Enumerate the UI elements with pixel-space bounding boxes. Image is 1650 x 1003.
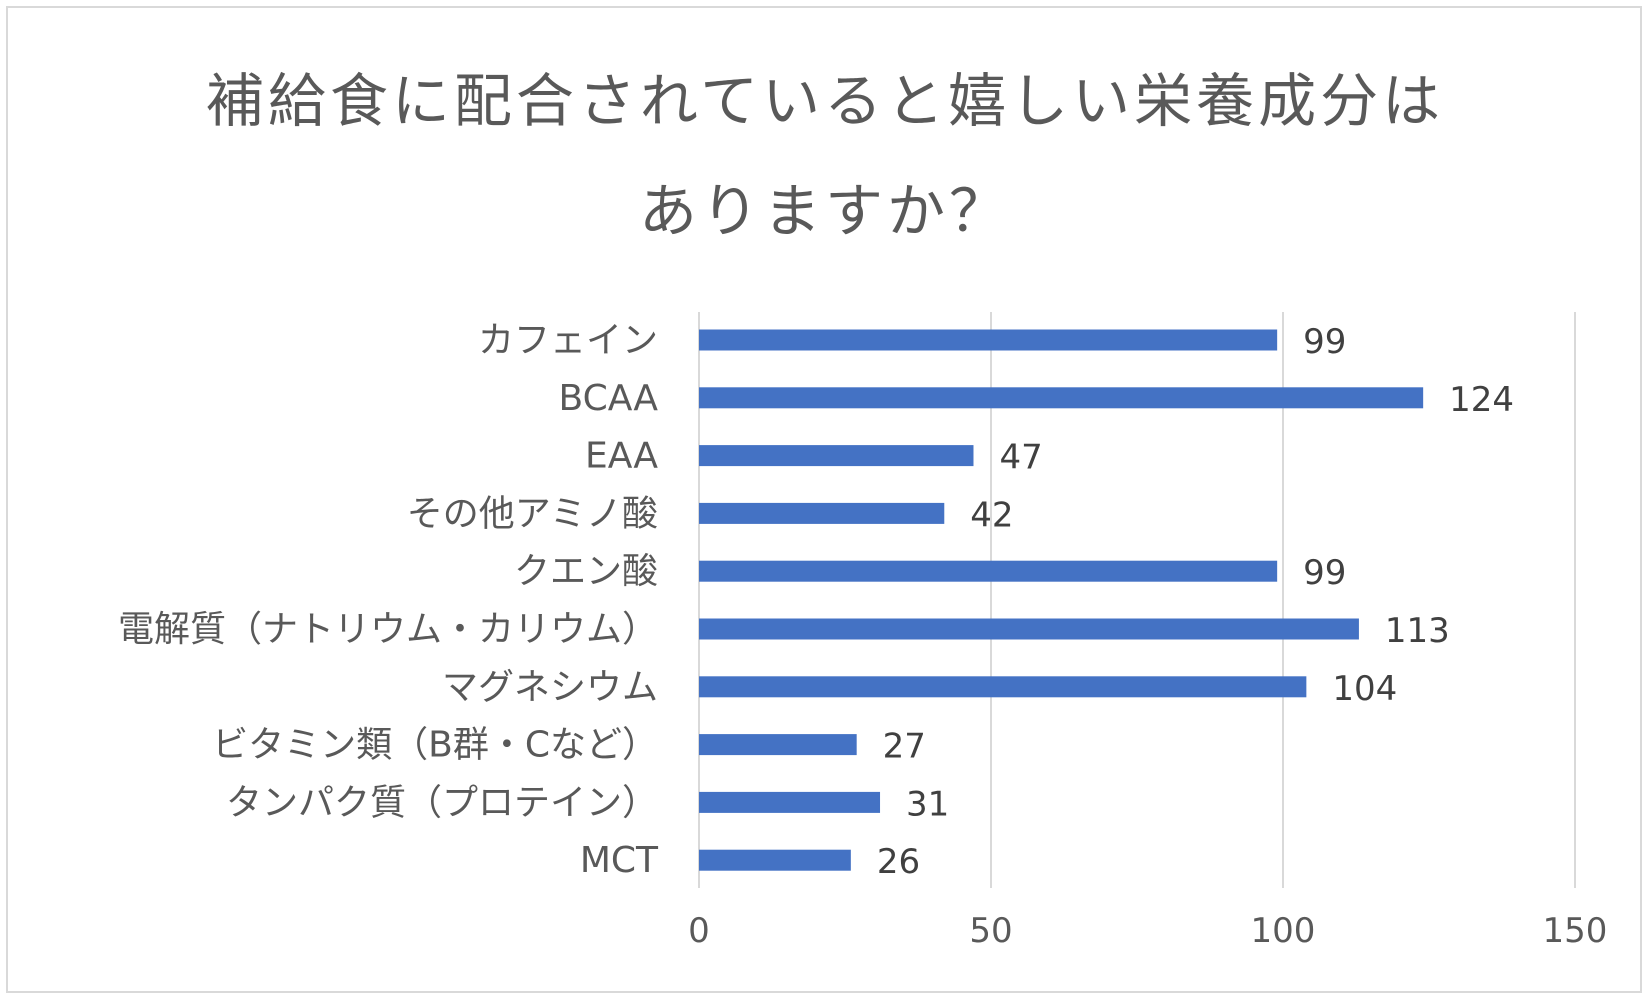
bar-3	[699, 502, 945, 524]
x-tick-label-2: 100	[1251, 911, 1316, 951]
category-label-5: 電解質（ナトリウム・カリウム）	[118, 609, 658, 650]
bar-8	[699, 791, 881, 813]
bar-0	[699, 329, 1278, 351]
data-label-3: 42	[970, 495, 1013, 535]
chart-title: 補給食に配合されていると嬉しい栄養成分は ありますか？	[0, 46, 1650, 266]
chart-title-line-2: ありますか？	[638, 177, 1011, 245]
data-label-2: 47	[999, 438, 1042, 478]
category-label-2: EAA	[585, 436, 658, 477]
bar-1	[699, 387, 1424, 409]
bar-9	[699, 849, 851, 871]
bar-7	[699, 734, 857, 756]
data-label-1: 124	[1449, 380, 1514, 420]
data-label-4: 99	[1303, 553, 1346, 593]
bar-4	[699, 560, 1278, 582]
category-label-3: その他アミノ酸	[407, 493, 658, 534]
data-label-7: 27	[883, 727, 926, 767]
category-label-8: タンパク質（プロテイン）	[226, 782, 658, 823]
bar-5	[699, 618, 1359, 640]
category-label-4: クエン酸	[514, 551, 658, 592]
category-label-7: ビタミン類（B群・Cなど）	[212, 725, 658, 766]
category-label-0: カフェイン	[478, 320, 658, 361]
bar-6	[699, 676, 1307, 698]
x-tick-label-0: 0	[688, 911, 710, 951]
data-label-8: 31	[906, 784, 949, 824]
x-axis-tick-labels: 0 50 100 150	[688, 911, 1607, 951]
category-label-9: MCT	[580, 840, 659, 881]
data-label-5: 113	[1385, 611, 1450, 651]
x-tick-label-3: 150	[1543, 911, 1608, 951]
data-label-0: 99	[1303, 322, 1346, 362]
data-label-6: 104	[1332, 669, 1397, 709]
data-label-9: 26	[877, 842, 920, 882]
category-label-1: BCAA	[559, 378, 659, 419]
data-labels: 99 124 47 42 99 113 104 27 31 26	[877, 322, 1514, 882]
chart-title-line-1: 補給食に配合されていると嬉しい栄養成分は	[205, 67, 1445, 135]
bar-2	[699, 445, 974, 467]
x-tick-label-1: 50	[969, 911, 1012, 951]
bars	[699, 329, 1424, 871]
category-label-6: マグネシウム	[442, 667, 658, 708]
chart-frame	[6, 6, 1642, 993]
